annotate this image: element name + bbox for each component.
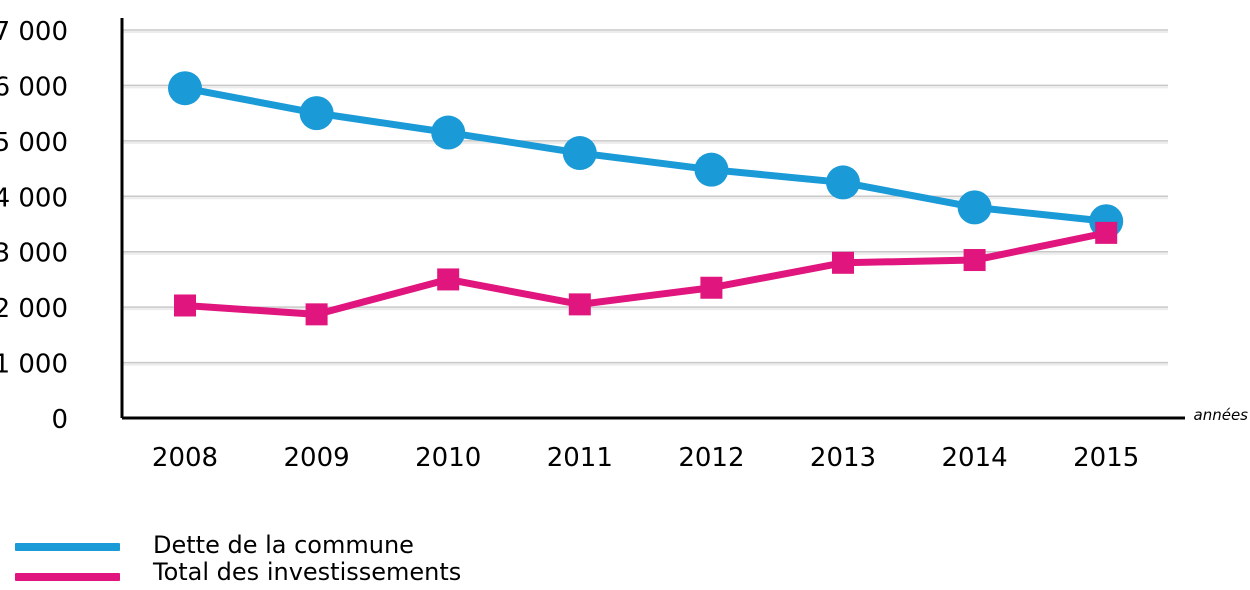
x-tick-label: 2013	[810, 443, 876, 473]
series-line	[184, 84, 1107, 225]
data-point	[826, 165, 860, 200]
data-point	[700, 276, 723, 299]
y-tick-label: 6 000	[0, 72, 68, 102]
data-point	[694, 152, 729, 187]
x-axis-ticks: 2008 2009 2010 2011 2012 2013 2014 2015	[152, 443, 1139, 473]
legend: Dette de la commune Total des investisse…	[0, 520, 600, 589]
legend-swatch-dette	[15, 543, 120, 551]
legend-label-investissements: Total des investissements	[153, 558, 462, 586]
data-point	[568, 293, 591, 316]
series-group	[168, 71, 1124, 326]
y-tick-label: 2 000	[0, 294, 68, 324]
data-point	[168, 71, 202, 106]
data-point	[431, 115, 466, 150]
x-tick-label: 2009	[284, 443, 350, 473]
x-tick-label: 2011	[547, 443, 613, 473]
x-tick-label: 2014	[942, 443, 1008, 473]
data-point	[963, 249, 986, 272]
grid-lines	[122, 29, 1168, 366]
series-dette	[168, 71, 1124, 239]
x-tick-label: 2015	[1073, 443, 1139, 473]
x-tick-label: 2012	[678, 443, 744, 473]
data-point	[562, 136, 597, 171]
line-chart: 0 1 000 2 000 3 000 4 000 5 000 6 000 7 000 200…	[0, 17, 1249, 473]
y-tick-label: 0	[51, 405, 68, 435]
series-investissements	[174, 221, 1118, 326]
y-tick-label: 4 000	[0, 183, 68, 213]
data-point	[174, 294, 196, 317]
y-axis-ticks: 0 1 000 2 000 3 000 4 000 5 000 6 000 7 000	[0, 17, 68, 435]
data-point	[299, 96, 334, 131]
y-tick-label: 7 000	[0, 17, 68, 47]
x-tick-label: 2008	[152, 443, 218, 473]
data-point	[832, 251, 854, 274]
y-tick-label: 3 000	[0, 239, 68, 269]
x-tick-label: 2010	[415, 443, 481, 473]
x-axis-unit-label: années	[1194, 406, 1249, 424]
series-line	[184, 229, 1107, 318]
data-point	[437, 268, 460, 291]
y-tick-label: 1 000	[0, 350, 68, 380]
legend-label-dette: Dette de la commune	[153, 531, 414, 559]
data-point	[1095, 221, 1118, 244]
axes	[120, 18, 1185, 420]
data-point	[305, 303, 328, 326]
legend-swatch-investissements	[15, 573, 120, 581]
y-tick-label: 5 000	[0, 128, 68, 158]
data-point	[957, 190, 992, 225]
